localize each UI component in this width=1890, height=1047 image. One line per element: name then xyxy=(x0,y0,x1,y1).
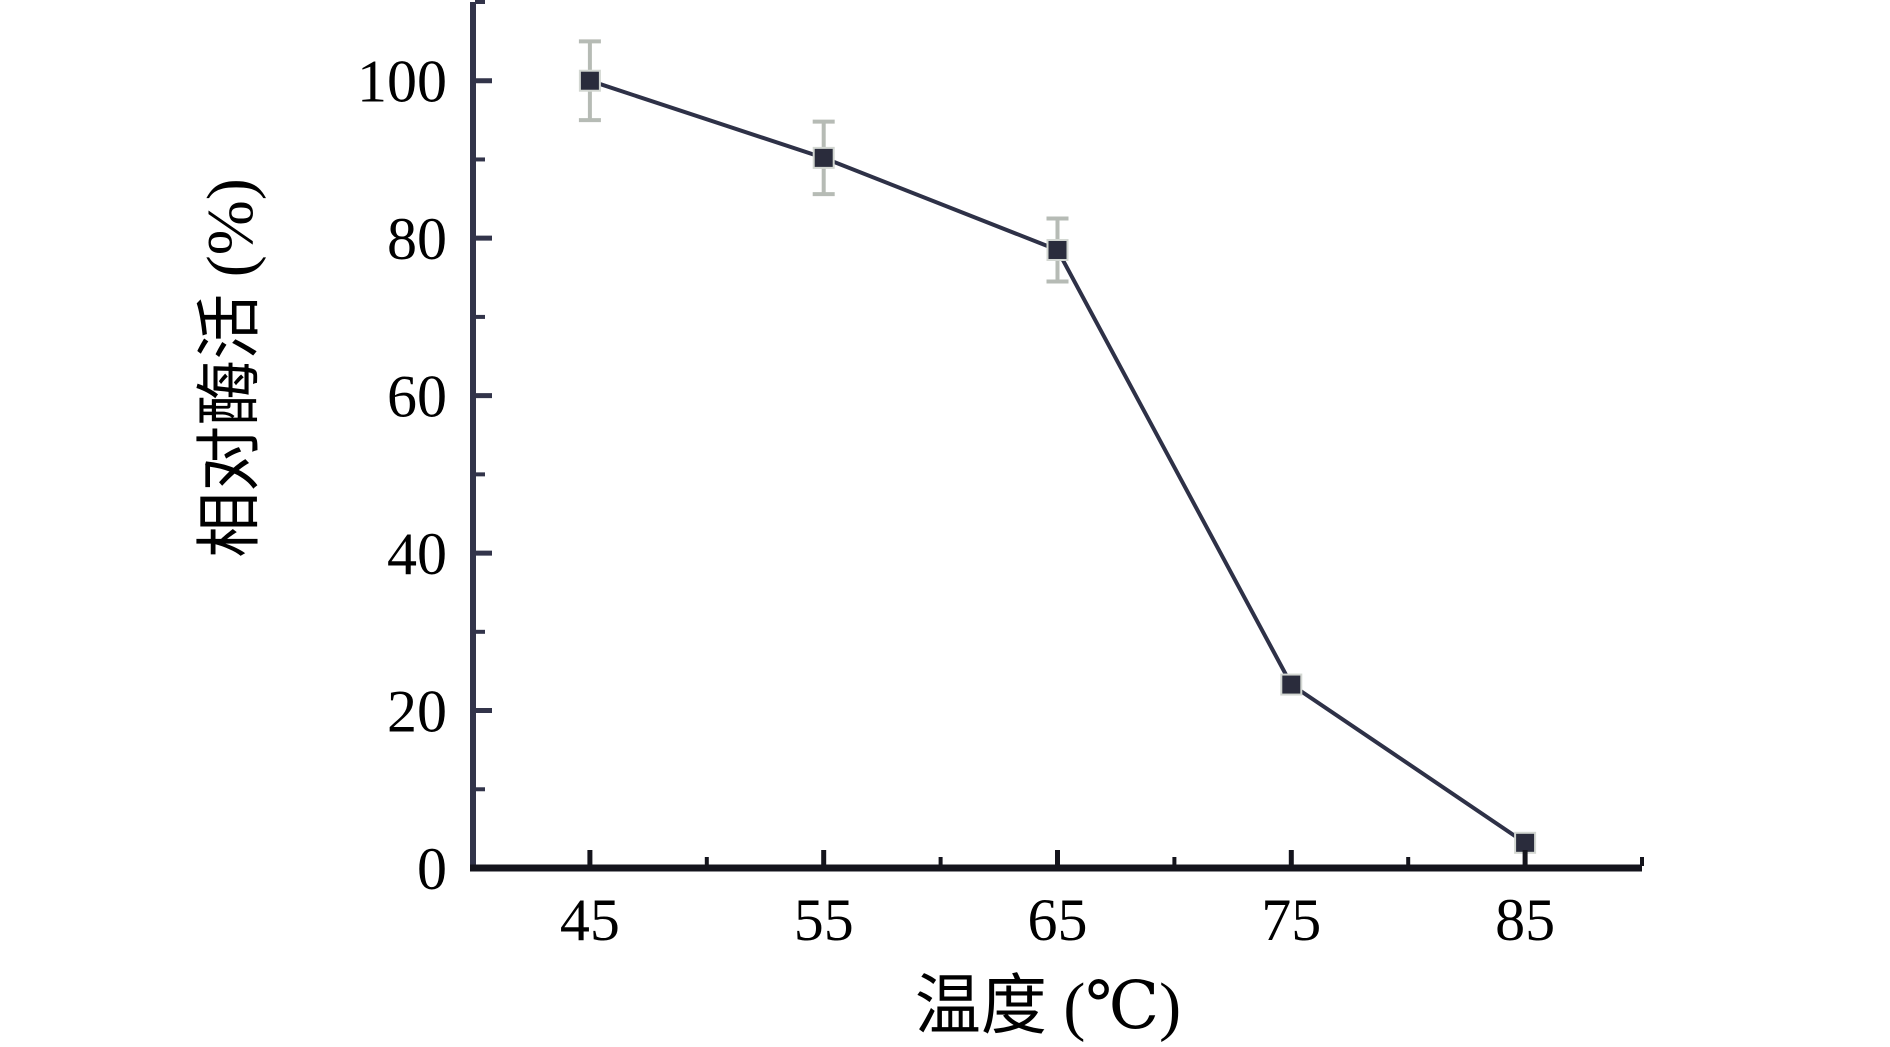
x-tick-label: 75 xyxy=(1261,887,1321,953)
x-tick-labels: 45 55 65 75 85 xyxy=(560,887,1555,953)
data-point-marker xyxy=(1046,238,1069,261)
y-ticks xyxy=(475,0,492,871)
y-tick-label: 60 xyxy=(387,364,447,430)
data-point-marker xyxy=(1514,831,1537,854)
y-tick-label: 20 xyxy=(387,679,447,745)
y-tick-label: 40 xyxy=(387,521,447,587)
markers xyxy=(578,69,1537,854)
data-point-marker xyxy=(578,69,601,92)
data-point-marker xyxy=(1280,673,1303,696)
x-tick-label: 45 xyxy=(560,887,620,953)
x-axis-title: 温度 (℃) xyxy=(915,970,1181,1043)
y-tick-label: 0 xyxy=(417,836,447,902)
y-tick-label: 100 xyxy=(357,49,447,115)
data-line xyxy=(589,78,1527,845)
y-tick-label: 80 xyxy=(387,206,447,272)
x-tick-label: 85 xyxy=(1495,887,1555,953)
x-tick-label: 65 xyxy=(1028,887,1088,953)
y-axis: 0 20 40 60 80 100 xyxy=(357,0,492,902)
data-point-marker xyxy=(812,146,835,169)
y-axis-title: 相对酶活 (%) xyxy=(194,178,267,557)
x-axis: 45 55 65 75 85 xyxy=(470,850,1644,953)
y-tick-labels: 0 20 40 60 80 100 xyxy=(357,49,447,902)
x-tick-label: 55 xyxy=(794,887,854,953)
x-ticks xyxy=(587,850,1644,866)
